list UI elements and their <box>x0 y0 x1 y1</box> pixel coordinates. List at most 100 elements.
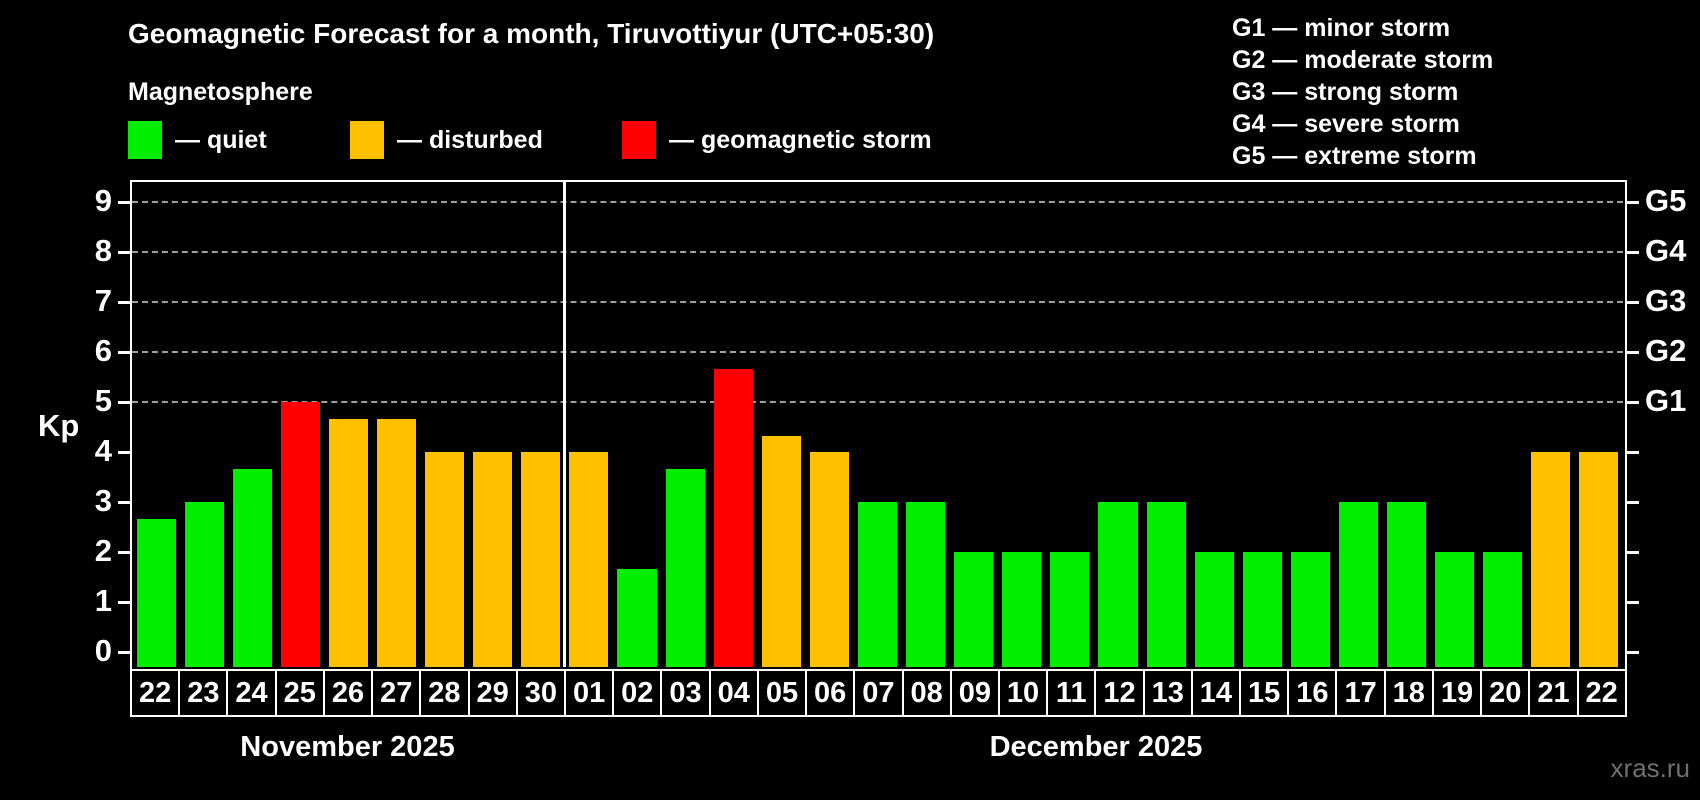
y-tick-label-5: 5 <box>94 383 112 418</box>
kp-bar-23 <box>184 502 224 667</box>
day-label-20: 20 <box>1480 669 1531 717</box>
day-label-04: 04 <box>708 669 759 717</box>
kp-bar-14 <box>1194 552 1234 667</box>
y-tick-9 <box>118 201 130 204</box>
g-level-label-G1: G1 <box>1645 383 1687 418</box>
day-label-24: 24 <box>226 669 277 717</box>
day-label-30: 30 <box>515 669 566 717</box>
kp-bar-16 <box>1290 552 1330 667</box>
kp-bar-02 <box>617 568 657 667</box>
g2-legend-line: G2 — moderate storm <box>1232 46 1494 74</box>
kp-bar-17 <box>1338 502 1378 667</box>
day-label-12: 12 <box>1094 669 1145 717</box>
legend-item-storm: — geomagnetic storm <box>622 121 932 159</box>
month-separator <box>563 182 567 667</box>
day-label-17: 17 <box>1335 669 1386 717</box>
day-label-10: 10 <box>997 669 1049 717</box>
y-tick-label-4: 4 <box>94 433 112 468</box>
right-tick-6 <box>1627 351 1639 354</box>
y-tick-label-7: 7 <box>94 283 112 318</box>
kp-bar-25 <box>280 402 320 667</box>
chart-subtitle: Magnetosphere <box>128 78 313 106</box>
day-label-29: 29 <box>467 669 518 717</box>
kp-bar-11 <box>1050 552 1090 667</box>
g5-legend-line: G5 — extreme storm <box>1232 142 1477 170</box>
day-label-26: 26 <box>322 669 374 717</box>
kp-bar-05 <box>761 435 801 667</box>
day-label-06: 06 <box>805 669 856 717</box>
day-label-15: 15 <box>1239 669 1290 717</box>
kp-bar-26 <box>328 418 368 667</box>
disturbed-color-swatch <box>350 121 384 159</box>
right-tick-0 <box>1627 651 1639 654</box>
y-tick-7 <box>118 301 130 304</box>
gridline-kp7 <box>132 301 1623 303</box>
day-axis-row: 22 23 24 25 26 27 28 29 30 01 02 03 04 05 06 07 08 09 10 11… <box>130 669 1627 717</box>
g-level-label-G4: G4 <box>1645 233 1687 268</box>
day-label-08: 08 <box>901 669 952 717</box>
y-tick-6 <box>118 351 130 354</box>
g3-legend-line: G3 — strong storm <box>1232 78 1459 106</box>
day-label-16: 16 <box>1287 669 1338 717</box>
y-tick-0 <box>118 651 130 654</box>
kp-bar-22 <box>136 518 176 667</box>
day-label-11: 11 <box>1046 669 1097 717</box>
kp-bar-20 <box>1483 552 1523 667</box>
legend-disturbed-label: — disturbed <box>397 125 543 154</box>
day-label-18: 18 <box>1383 669 1434 717</box>
day-label-07: 07 <box>853 669 904 717</box>
y-tick-label-8: 8 <box>94 233 112 268</box>
y-tick-5 <box>118 401 130 404</box>
y-tick-3 <box>118 501 130 504</box>
kp-bar-22 <box>1579 452 1619 667</box>
y-tick-8 <box>118 251 130 254</box>
kp-bar-07 <box>857 502 898 667</box>
y-tick-label-0: 0 <box>94 633 112 668</box>
right-tick-7 <box>1627 301 1639 304</box>
day-label-09: 09 <box>949 669 1000 717</box>
y-tick-label-9: 9 <box>94 183 112 218</box>
legend-storm-label: — geomagnetic storm <box>669 125 932 154</box>
y-axis-title: Kp <box>38 408 80 443</box>
month-label-november: November 2025 <box>240 731 455 763</box>
kp-bar-09 <box>954 552 994 667</box>
legend-item-disturbed: — disturbed <box>350 121 543 159</box>
day-label-01: 01 <box>563 669 615 717</box>
g4-legend-line: G4 — severe storm <box>1232 110 1460 138</box>
day-label-22: 22 <box>1576 669 1627 717</box>
day-label-28: 28 <box>419 669 470 717</box>
y-tick-1 <box>118 601 130 604</box>
y-tick-label-2: 2 <box>94 533 112 568</box>
y-tick-4 <box>118 451 130 454</box>
right-tick-4 <box>1627 451 1639 454</box>
g-level-label-G2: G2 <box>1645 333 1687 368</box>
storm-color-swatch <box>622 121 656 159</box>
kp-bar-01 <box>569 452 609 667</box>
watermark: xras.ru <box>1610 753 1690 783</box>
legend-quiet-label: — quiet <box>175 125 267 154</box>
kp-bar-21 <box>1531 452 1571 667</box>
right-tick-5 <box>1627 401 1639 404</box>
right-tick-9 <box>1627 201 1639 204</box>
chart-title: Geomagnetic Forecast for a month, Tiruvo… <box>128 18 935 49</box>
kp-bar-04 <box>713 368 753 667</box>
y-tick-label-1: 1 <box>94 583 112 618</box>
plot-area <box>132 182 1623 667</box>
quiet-color-swatch <box>128 121 162 159</box>
kp-bar-08 <box>906 502 946 667</box>
g-level-label-G5: G5 <box>1645 183 1687 218</box>
month-label-december: December 2025 <box>989 731 1203 763</box>
day-label-22: 22 <box>130 669 181 717</box>
gridline-kp8 <box>132 251 1623 253</box>
kp-bar-03 <box>665 468 705 667</box>
legend-item-quiet: — quiet <box>128 121 267 159</box>
g1-legend-line: G1 — minor storm <box>1232 14 1451 42</box>
right-tick-8 <box>1627 251 1639 254</box>
kp-bar-24 <box>232 468 272 667</box>
kp-bar-29 <box>473 452 513 667</box>
day-label-05: 05 <box>756 669 808 717</box>
right-tick-1 <box>1627 601 1639 604</box>
gridline-kp9 <box>132 201 1623 203</box>
kp-bar-27 <box>376 418 417 667</box>
